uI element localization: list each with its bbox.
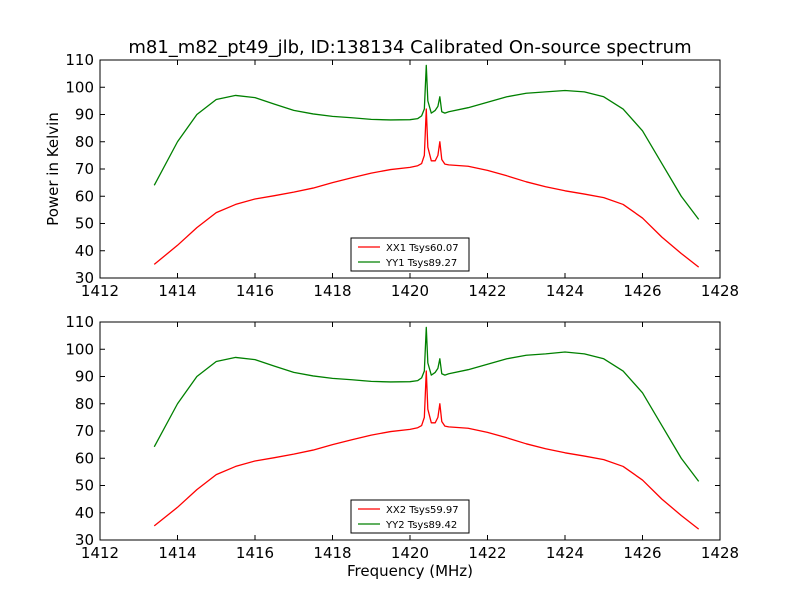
legend-box-1 — [350, 237, 470, 272]
legend-2: XX2 Tsys59.97 YY2 Tsys89.42 — [350, 499, 470, 534]
x-tick-label-1-3: 1418 — [313, 282, 351, 300]
x-tick-label-1-4: 1420 — [391, 282, 429, 300]
y-tick-label-2-8: 110 — [65, 313, 94, 331]
y-tick-label-1-5: 80 — [75, 133, 94, 151]
x-tick-label-1-6: 1424 — [546, 282, 584, 300]
x-tick-label-2-3: 1418 — [313, 544, 351, 562]
y-tick-label-2-0: 30 — [75, 531, 94, 549]
x-tick-label-1-2: 1416 — [236, 282, 274, 300]
x-tick-label-1-5: 1422 — [468, 282, 506, 300]
x-tick-label-2-4: 1420 — [391, 544, 429, 562]
x-tick-label-2-0: 1412 — [81, 544, 119, 562]
legend-label-1-2: YY1 Tsys89.27 — [385, 258, 457, 269]
x-tick-label-2-6: 1424 — [546, 544, 584, 562]
x-tick-label-1-8: 1428 — [701, 282, 739, 300]
x-tick-label-1-1: 1414 — [158, 282, 196, 300]
legend-label-2-2: YY2 Tsys89.42 — [385, 520, 457, 531]
legend-box-2 — [350, 499, 470, 534]
y-tick-label-1-6: 90 — [75, 106, 94, 124]
y-tick-label-1-1: 40 — [75, 242, 94, 260]
y-tick-label-2-5: 80 — [75, 395, 94, 413]
x-axis-label-2: Frequency (MHz) — [347, 562, 473, 580]
x-tick-label-1-7: 1426 — [623, 282, 661, 300]
y-tick-label-2-6: 90 — [75, 368, 94, 386]
series-line-1-2 — [153, 64, 700, 220]
series-line-2-1 — [153, 370, 700, 530]
series-line-2-2 — [153, 326, 700, 482]
legend-1: XX1 Tsys60.07 YY1 Tsys89.27 — [350, 237, 470, 272]
y-tick-label-1-0: 30 — [75, 269, 94, 287]
x-tick-label-2-7: 1426 — [623, 544, 661, 562]
y-tick-label-1-7: 100 — [65, 78, 94, 96]
legend-label-2-1: XX2 Tsys59.97 — [386, 505, 459, 516]
x-tick-label-1-0: 1412 — [81, 282, 119, 300]
x-tick-label-2-5: 1422 — [468, 544, 506, 562]
y-tick-label-2-7: 100 — [65, 340, 94, 358]
panels: 1412 1414 1416 1418 1420 1422 1424 1426 1428 30 40… — [44, 51, 739, 580]
x-tick-label-2-2: 1416 — [236, 544, 274, 562]
legend-label-1-1: XX1 Tsys60.07 — [386, 243, 459, 254]
plot-panel-2: 1412 1414 1416 1418 1420 1422 1424 1426 1428 30 40… — [65, 313, 739, 580]
figure-title: m81_m82_pt49_jlb, ID:138134 Calibrated O… — [128, 37, 691, 58]
x-tick-label-2-1: 1414 — [158, 544, 196, 562]
y-tick-label-2-1: 40 — [75, 504, 94, 522]
series-line-1-1 — [153, 108, 700, 268]
y-tick-label-2-2: 50 — [75, 477, 94, 495]
plot-panel-1: 1412 1414 1416 1418 1420 1422 1424 1426 1428 30 40… — [44, 51, 739, 300]
y-tick-label-1-4: 70 — [75, 160, 94, 178]
x-tick-label-2-8: 1428 — [701, 544, 739, 562]
y-tick-label-2-3: 60 — [75, 449, 94, 467]
y-tick-label-2-4: 70 — [75, 422, 94, 440]
y-tick-label-1-2: 50 — [75, 215, 94, 233]
y-axis-label-1: Power in Kelvin — [44, 112, 62, 226]
y-tick-label-1-8: 110 — [65, 51, 94, 69]
y-tick-label-1-3: 60 — [75, 187, 94, 205]
